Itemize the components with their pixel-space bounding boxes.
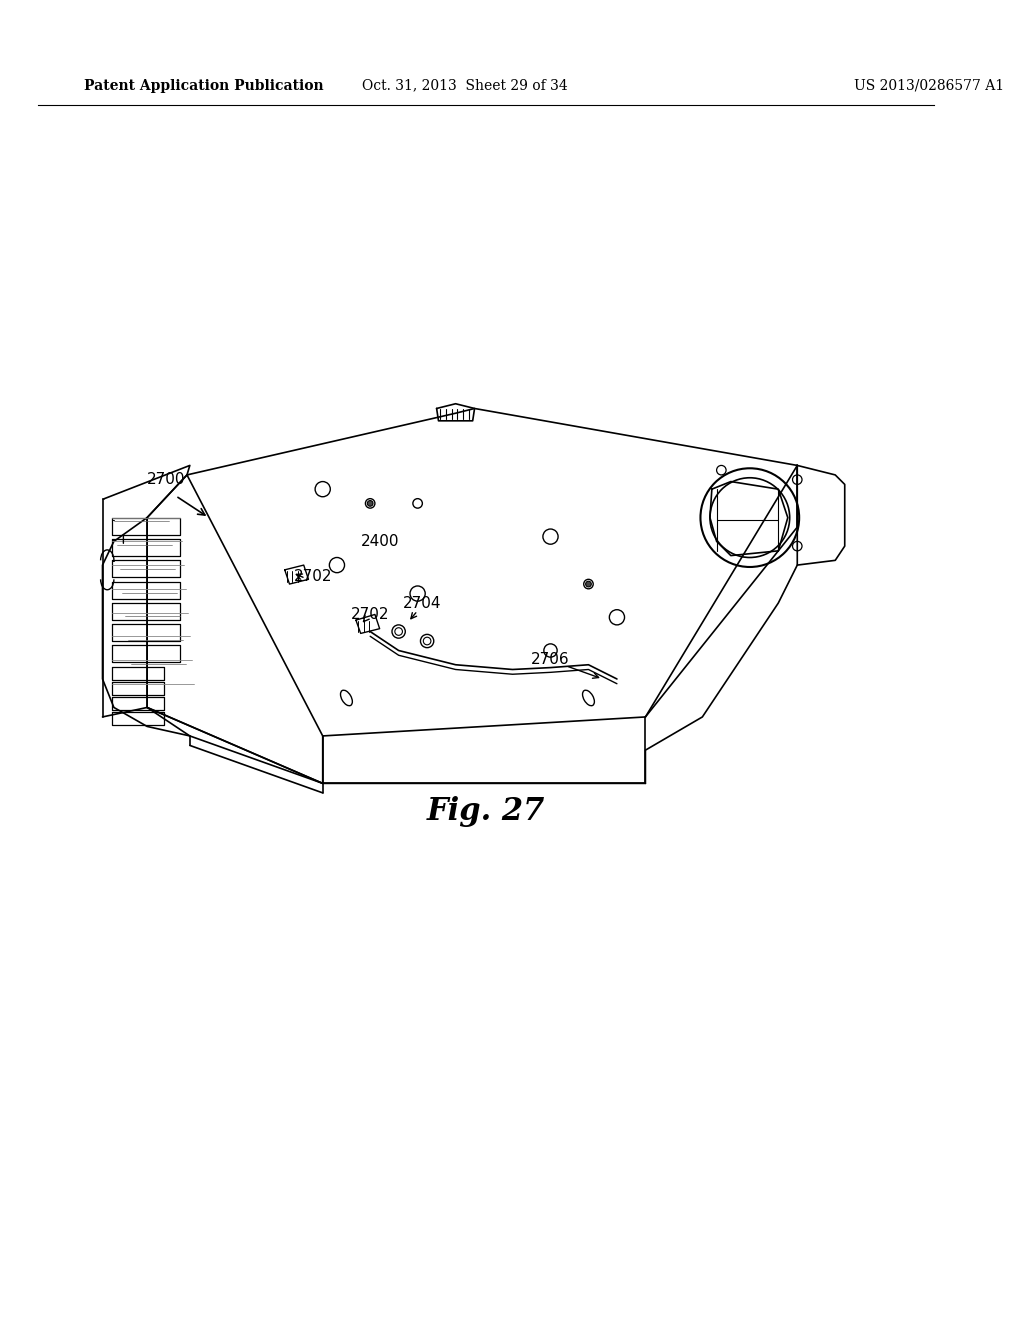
Text: 2700: 2700 (146, 473, 185, 487)
Text: Fig. 27: Fig. 27 (427, 796, 545, 828)
Circle shape (586, 581, 591, 587)
Text: 2702: 2702 (351, 607, 389, 622)
Text: Patent Application Publication: Patent Application Publication (84, 79, 324, 92)
Text: US 2013/0286577 A1: US 2013/0286577 A1 (854, 79, 1005, 92)
Text: Oct. 31, 2013  Sheet 29 of 34: Oct. 31, 2013 Sheet 29 of 34 (362, 79, 568, 92)
Text: 2400: 2400 (360, 533, 399, 549)
Text: 2702: 2702 (294, 569, 333, 583)
Text: 2704: 2704 (403, 595, 441, 611)
Text: 2706: 2706 (531, 652, 569, 668)
Circle shape (368, 500, 373, 507)
